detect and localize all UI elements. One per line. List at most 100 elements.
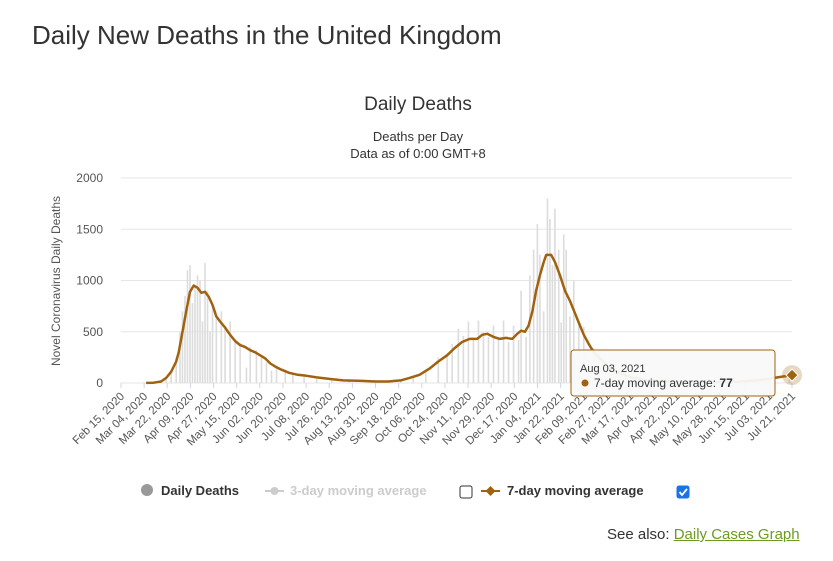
daily-deaths-bar	[249, 347, 251, 383]
daily-deaths-bar	[315, 378, 318, 383]
daily-deaths-bar	[348, 381, 351, 383]
daily-deaths-bar	[462, 335, 465, 383]
daily-deaths-bar	[565, 249, 568, 383]
page-title: Daily New Deaths in the United Kingdom	[32, 20, 502, 50]
daily-deaths-bar	[275, 367, 278, 383]
daily-deaths-bar	[529, 275, 531, 383]
daily-deaths-bar	[546, 198, 549, 383]
daily-deaths-bars	[145, 198, 791, 383]
y-tick-label: 500	[83, 325, 103, 339]
daily-deaths-bar	[492, 325, 495, 383]
tooltip-date: Aug 03, 2021	[580, 363, 645, 375]
chart-subtitle-line-2: Data as of 0:00 GMT+8	[350, 146, 485, 161]
daily-deaths-bar	[572, 280, 575, 383]
daily-deaths-bar	[165, 377, 167, 383]
daily-deaths-bar	[260, 357, 263, 383]
daily-deaths-bar	[224, 328, 226, 383]
daily-deaths-bar	[179, 331, 181, 383]
legend-7day-marker	[485, 486, 496, 496]
daily-deaths-bar	[482, 331, 485, 383]
daily-deaths-bar	[209, 331, 211, 383]
daily-deaths-bar	[292, 373, 294, 383]
daily-deaths-bar	[457, 328, 460, 383]
daily-deaths-bar	[507, 342, 510, 383]
see-also-label: See also:	[607, 526, 670, 543]
daily-deaths-bar	[477, 320, 480, 383]
daily-deaths-bar	[330, 380, 333, 383]
daily-deaths-bar	[245, 367, 248, 383]
legend-daily-deaths-label: Daily Deaths	[161, 483, 239, 498]
tooltip-series-text: 7-day moving average: 77	[594, 376, 733, 390]
legend-item-7day-average[interactable]: 7-day moving average	[481, 483, 644, 498]
y-axis-label: Novel Coronavirus Daily Deaths	[49, 196, 63, 366]
daily-deaths-bar	[204, 263, 206, 383]
daily-deaths-bar	[199, 280, 201, 383]
daily-deaths-bar	[184, 295, 186, 383]
daily-deaths-bar	[239, 343, 241, 383]
y-tick-label: 0	[96, 376, 103, 390]
checkbox-7day-box	[676, 485, 690, 499]
legend-3day-label: 3-day moving average	[290, 483, 427, 498]
daily-deaths-bar	[229, 321, 231, 383]
daily-deaths-bar	[472, 339, 475, 383]
tooltip-series-dot	[581, 379, 589, 387]
daily-deaths-bar	[255, 350, 258, 383]
daily-deaths-bar	[201, 321, 204, 383]
seven-day-average-path	[146, 253, 793, 385]
chart-subtitle-line-1: Deaths per Day	[373, 129, 464, 144]
check-icon	[678, 488, 688, 497]
daily-deaths-bar	[502, 320, 505, 383]
daily-deaths-bar	[270, 370, 273, 383]
checkbox-3day-average[interactable]	[459, 485, 473, 499]
daily-deaths-bar	[186, 270, 189, 383]
daily-deaths-bar	[532, 249, 535, 383]
daily-deaths-bar	[303, 376, 305, 383]
daily-deaths-bar	[181, 311, 184, 383]
checkbox-7day-average[interactable]	[676, 485, 690, 499]
daily-deaths-bar	[554, 208, 556, 383]
legend-item-daily-deaths[interactable]: Daily Deaths	[141, 483, 239, 498]
daily-deaths-bar	[517, 339, 520, 383]
daily-deaths-bar	[424, 369, 427, 383]
daily-deaths-bar	[560, 322, 563, 383]
daily-deaths-bar	[437, 357, 440, 383]
legend-3day-marker	[270, 487, 279, 495]
seven-day-average-line	[146, 253, 793, 385]
daily-deaths-chart: Daily Deaths Deaths per Day Data as of 0…	[49, 94, 802, 499]
legend-7day-label: 7-day moving average	[507, 483, 644, 498]
daily-deaths-bar	[191, 303, 194, 383]
see-also: See also: Daily Cases Graph	[607, 526, 800, 543]
chart-title: Daily Deaths	[364, 94, 472, 115]
daily-deaths-bar	[569, 316, 571, 383]
daily-deaths-bar	[189, 265, 191, 383]
daily-deaths-bar	[467, 321, 470, 383]
daily-deaths-bar	[175, 357, 177, 383]
daily-deaths-bar	[551, 265, 554, 383]
hover-diamond-marker	[785, 368, 799, 382]
tooltip-series-name: 7-day moving average	[594, 376, 713, 390]
daily-deaths-bar	[220, 311, 223, 383]
daily-deaths-bar	[497, 338, 500, 383]
daily-deaths-bar	[520, 290, 522, 383]
tooltip: Aug 03, 2021 7-day moving average: 77	[570, 349, 776, 397]
y-tick-label: 1000	[76, 274, 103, 288]
daily-deaths-bar	[536, 224, 539, 383]
legend-item-3day-average[interactable]: 3-day moving average	[265, 483, 427, 498]
daily-deaths-bar	[206, 290, 209, 383]
daily-deaths-bar	[539, 254, 541, 383]
y-tick-label: 2000	[76, 171, 103, 185]
daily-deaths-bar	[487, 336, 490, 383]
daily-deaths-bar	[451, 344, 453, 383]
daily-deaths-bar	[549, 219, 551, 383]
y-tick-label: 1500	[76, 222, 103, 236]
daily-deaths-bar	[196, 275, 199, 383]
hover-marker	[782, 365, 802, 386]
daily-deaths-bar	[412, 376, 415, 383]
tooltip-value: 77	[719, 376, 733, 390]
legend-daily-deaths-marker	[141, 484, 153, 496]
daily-cases-graph-link[interactable]: Daily Cases Graph	[673, 526, 800, 543]
daily-deaths-bar	[170, 370, 172, 383]
daily-deaths-bar	[265, 362, 268, 383]
daily-deaths-bar	[525, 336, 527, 383]
daily-deaths-bar	[211, 306, 214, 383]
